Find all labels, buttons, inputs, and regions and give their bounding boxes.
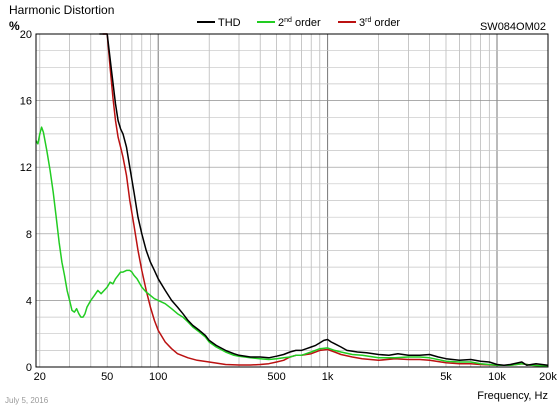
- x-tick-label: 50: [101, 371, 113, 383]
- x-tick-label: 10k: [488, 371, 506, 383]
- y-tick-label: 20: [20, 29, 32, 41]
- x-tick-label: 100: [149, 371, 167, 383]
- grid-lines: [36, 34, 548, 367]
- y-axis-unit-label: %: [9, 19, 20, 33]
- series-line-2nd-order: [35, 126, 549, 367]
- series-line-thd: [99, 33, 549, 367]
- x-tick-label: 500: [267, 371, 285, 383]
- x-axis-title: Frequency, Hz: [477, 390, 548, 402]
- chart-title: Harmonic Distortion: [9, 3, 114, 17]
- model-label: SW084OM02: [480, 21, 546, 33]
- x-tick-label: 20k: [539, 371, 557, 383]
- x-tick-label: 5k: [440, 371, 452, 383]
- date-note: July 5, 2016: [5, 396, 49, 405]
- series-line-3rd-order: [102, 33, 549, 367]
- x-tick-label: 1k: [322, 371, 334, 383]
- y-tick-label: 8: [26, 229, 32, 241]
- legend-label: THD: [218, 17, 241, 29]
- x-tick-label: 20: [34, 371, 46, 383]
- tick-labels: 0 4 8 12 16 20 20 50 100 500 1k 5k 10k 20k: [20, 29, 558, 383]
- y-tick-label: 12: [20, 162, 32, 174]
- y-tick-label: 4: [26, 295, 32, 307]
- plot-frame: [35, 33, 549, 368]
- series-lines: [35, 33, 549, 367]
- y-tick-label: 16: [20, 96, 32, 108]
- y-tick-label: 0: [26, 362, 32, 374]
